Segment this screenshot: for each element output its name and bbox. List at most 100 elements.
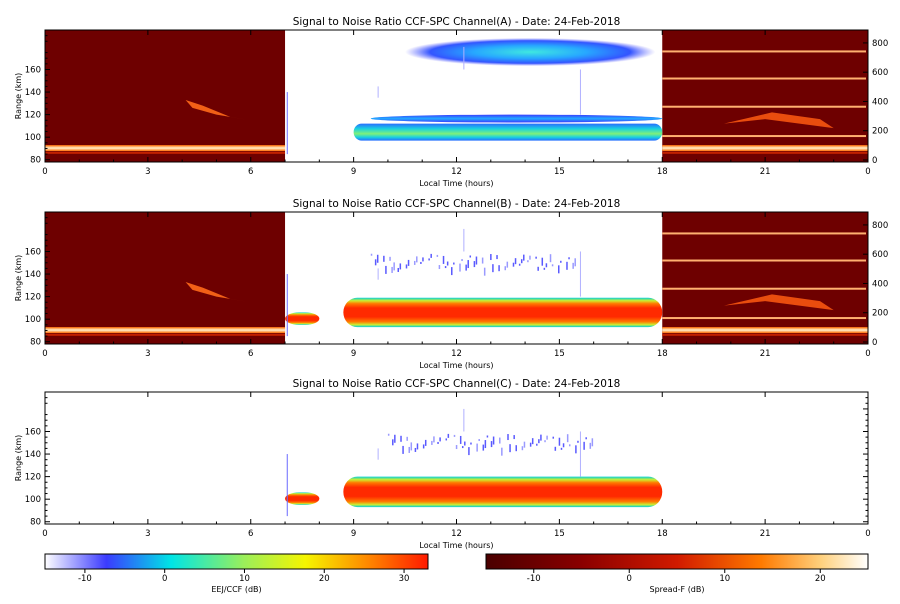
ccf-echo-speckle — [438, 265, 441, 270]
ccf-echo-streak — [579, 251, 581, 297]
ccf-echo-speckle — [453, 262, 455, 265]
spread-f-echo-band — [662, 151, 868, 154]
spread-f-echo-line — [662, 259, 866, 262]
y-tick-label: 120 — [25, 111, 41, 121]
ccf-echo-streak — [377, 268, 379, 280]
spread-f-echo-band — [45, 151, 286, 154]
right-tick-label: 0 — [872, 156, 877, 166]
x-tick-label: 9 — [351, 529, 356, 539]
x-tick-label: 15 — [554, 349, 565, 359]
ccf-echo-speckle — [394, 434, 396, 443]
ccf-echo-speckle — [538, 439, 540, 444]
ccf-echo-speckle — [399, 263, 402, 270]
right-tick-label: 800 — [872, 221, 888, 231]
x-tick-label: 15 — [554, 167, 565, 177]
ccf-echo-speckle — [496, 255, 498, 260]
ccf-echo-band — [370, 114, 663, 123]
ccf-echo-speckle — [558, 265, 560, 274]
ccf-echo-speckle — [546, 435, 548, 440]
ccf-echo-speckle — [461, 446, 464, 449]
colorbar-tick-label: 10 — [239, 574, 250, 584]
spread-f-plume — [723, 112, 834, 129]
ccf-echo-speckle — [389, 256, 391, 261]
ccf-echo-speckle — [436, 254, 439, 257]
spread-f-echo-line — [662, 287, 866, 290]
ccf-echo-speckle — [490, 254, 492, 261]
ccf-echo-speckle — [467, 260, 469, 269]
ccf-echo-speckle — [531, 438, 534, 445]
ccf-echo-speckle — [469, 255, 472, 258]
colorbar-tick-label: 0 — [162, 574, 167, 584]
ccf-echo-speckle — [402, 445, 404, 454]
right-tick-label: 400 — [872, 97, 888, 107]
ccf-echo-speckle — [514, 258, 517, 265]
spread-f-echo-band — [662, 145, 868, 152]
colorbar-tick-label: 10 — [719, 574, 730, 584]
ccf-echo-speckle — [385, 265, 387, 274]
ccf-echo-speckle — [520, 259, 523, 264]
ccf-echo-speckle — [446, 261, 449, 266]
x-tick-label: 18 — [657, 349, 668, 359]
y-tick-label: 140 — [25, 88, 41, 98]
x-tick-label: 12 — [451, 167, 462, 177]
colorbar-tick-label: 30 — [399, 574, 410, 584]
ccf-echo-speckle — [484, 440, 487, 449]
ccf-echo-speckle — [376, 254, 379, 263]
ccf-echo-speckle — [481, 257, 484, 264]
ccf-echo-speckle — [439, 437, 441, 442]
ccf-echo-speckle — [545, 263, 548, 268]
ccf-echo-speckle — [512, 262, 515, 267]
colorbar-tick-label: -10 — [78, 574, 92, 584]
ccf-echo-speckle — [465, 264, 467, 271]
ccf-echo-speckle — [529, 255, 531, 260]
ccf-echo-speckle — [551, 264, 554, 267]
x-tick-label: 6 — [248, 167, 253, 177]
spread-f-echo-band — [45, 145, 286, 152]
spread-f-echo-line — [662, 232, 866, 235]
ccf-echo-speckle — [416, 256, 418, 263]
spread-f-echo-band — [45, 333, 286, 336]
night-spread-f-region — [45, 30, 286, 162]
x-tick-label: 15 — [554, 529, 565, 539]
right-tick-label: 0 — [872, 338, 877, 348]
ccf-echo-streak — [286, 92, 288, 155]
ccf-echo-speckle — [523, 441, 526, 448]
ccf-echo-speckle — [393, 262, 395, 271]
ccf-echo-speckle — [391, 266, 393, 273]
ccf-echo-band — [353, 123, 663, 141]
ccf-echo-speckle — [374, 259, 377, 266]
ccf-echo-speckle — [560, 260, 562, 263]
ccf-echo-band — [285, 312, 320, 325]
ccf-echo-speckle — [554, 446, 557, 451]
y-axis-label: Range (km) — [14, 255, 23, 302]
ccf-echo-speckle — [461, 259, 463, 262]
y-tick-label: 100 — [25, 315, 41, 325]
ccf-echo-streak — [286, 274, 288, 337]
ccf-echo-speckle — [591, 438, 594, 447]
x-tick-label: 12 — [451, 529, 462, 539]
night-spread-f-region — [45, 212, 286, 344]
colorbar-tick-label: 0 — [627, 574, 632, 584]
ccf-echo-streak — [377, 448, 379, 460]
ccf-echo-streak — [579, 431, 581, 477]
y-tick-label: 80 — [30, 518, 41, 528]
y-tick-label: 160 — [25, 247, 41, 257]
chart-title: Signal to Noise Ratio CCF-SPC Channel(C)… — [293, 378, 621, 390]
spread-f-echo-band — [45, 327, 286, 334]
ccf-echo-speckle — [447, 433, 450, 438]
ccf-echo-speckle — [583, 441, 585, 450]
ccf-echo-speckle — [574, 258, 576, 267]
y-axis-label: Range (km) — [14, 435, 23, 482]
ccf-echo-streak — [463, 228, 465, 252]
x-tick-label: 21 — [760, 529, 771, 539]
y-tick-label: 80 — [30, 156, 41, 166]
spread-f-plume — [723, 294, 834, 311]
x-tick-label: 0 — [42, 349, 47, 359]
ccf-echo-streak — [286, 454, 288, 517]
x-tick-label: 21 — [760, 349, 771, 359]
ccf-echo-speckle — [544, 440, 546, 443]
ccf-echo-speckle — [585, 437, 587, 440]
ccf-echo-speckle — [407, 259, 410, 266]
ccf-echo-speckle — [482, 444, 485, 451]
right-tick-label: 200 — [872, 127, 888, 137]
